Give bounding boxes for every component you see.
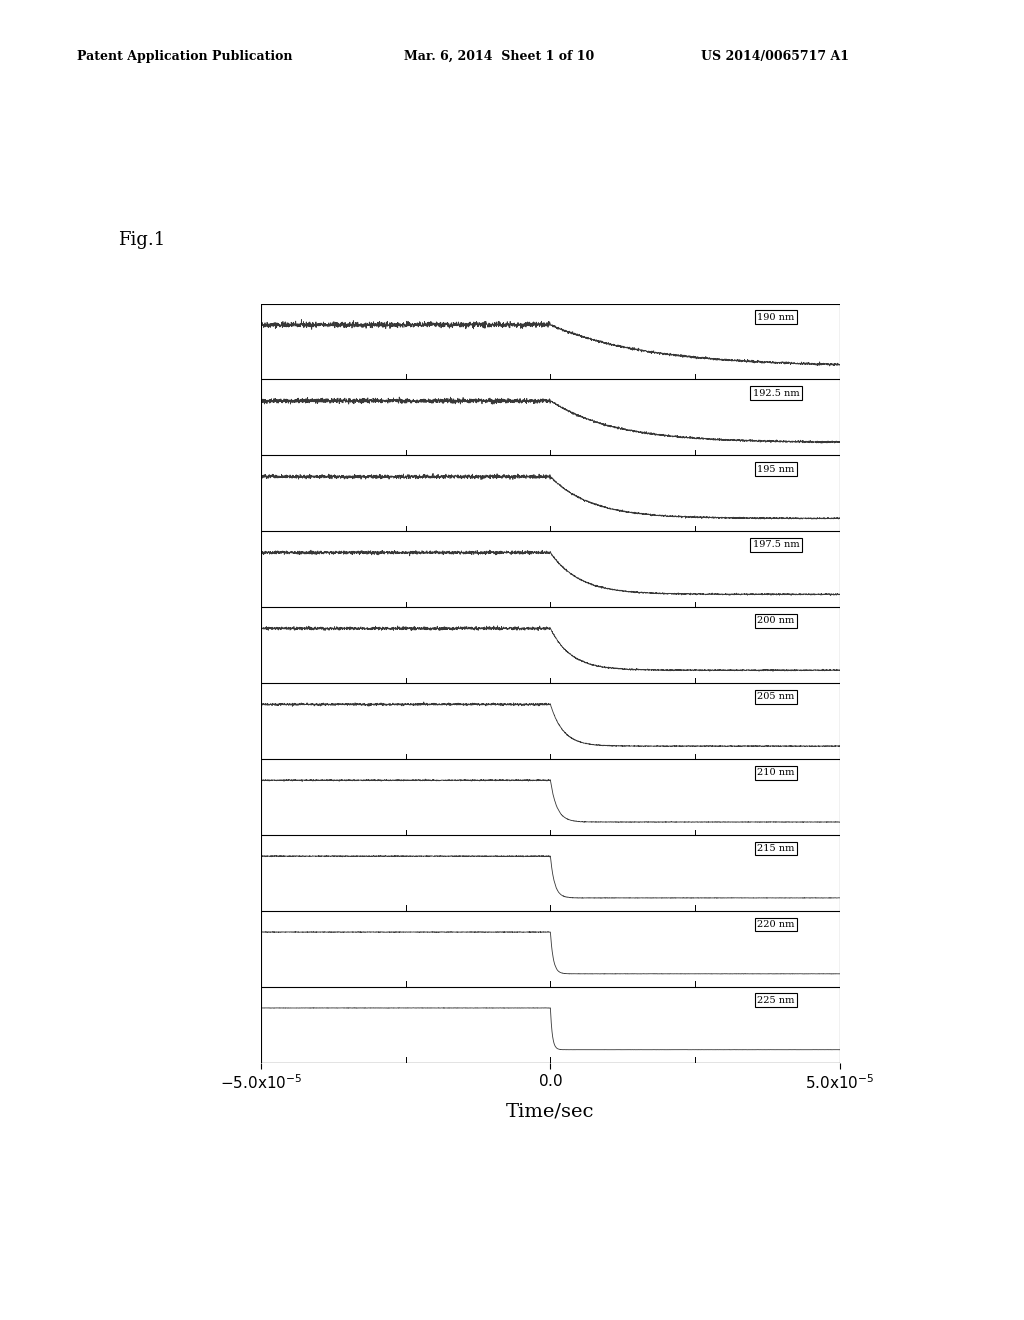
Text: Mar. 6, 2014  Sheet 1 of 10: Mar. 6, 2014 Sheet 1 of 10 [404, 50, 595, 63]
Text: 220 nm: 220 nm [758, 920, 795, 929]
Text: 225 nm: 225 nm [758, 995, 795, 1005]
Text: 205 nm: 205 nm [758, 692, 795, 701]
Text: 190 nm: 190 nm [758, 313, 795, 322]
Text: 195 nm: 195 nm [758, 465, 795, 474]
Text: US 2014/0065717 A1: US 2014/0065717 A1 [701, 50, 850, 63]
X-axis label: Time/sec: Time/sec [506, 1102, 595, 1121]
Text: Patent Application Publication: Patent Application Publication [77, 50, 292, 63]
Text: 215 nm: 215 nm [758, 843, 795, 853]
Text: 197.5 nm: 197.5 nm [753, 540, 800, 549]
Text: 192.5 nm: 192.5 nm [753, 388, 800, 397]
Text: 210 nm: 210 nm [758, 768, 795, 777]
Text: Fig.1: Fig.1 [118, 231, 165, 249]
Text: 200 nm: 200 nm [758, 616, 795, 626]
